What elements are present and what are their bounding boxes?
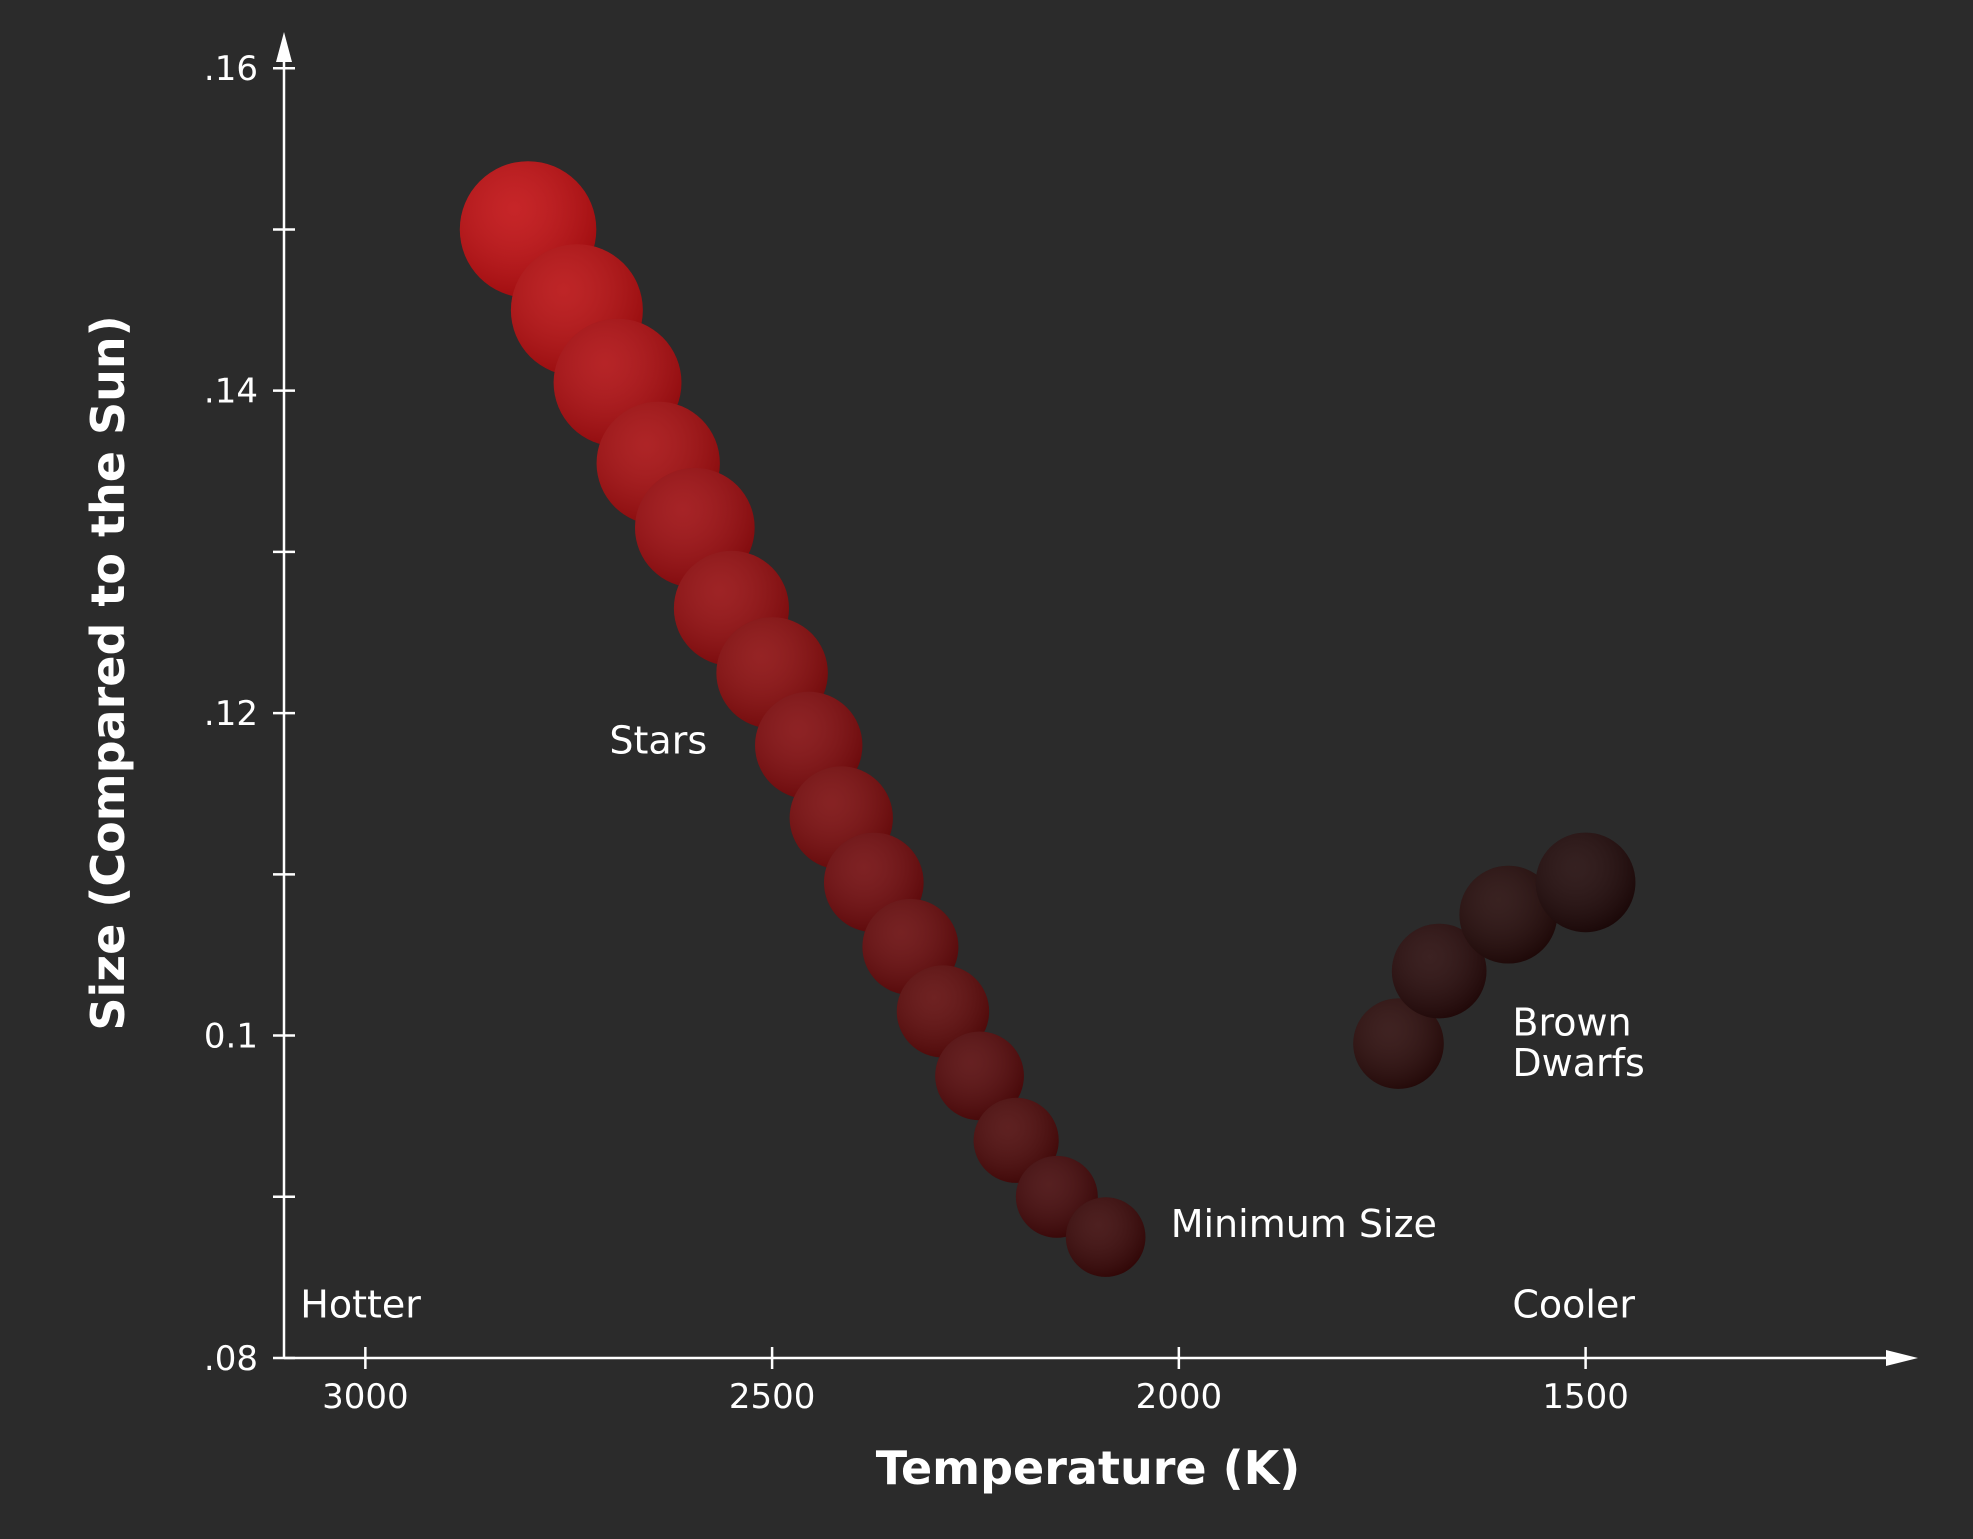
brown-dwarfs-label-line1: Brown [1512, 1001, 1631, 1045]
y-ticks: .08 0.1 .12 .14 .16 [204, 49, 295, 1379]
brown-dwarfs-series [1353, 832, 1636, 1089]
axes [276, 32, 1918, 1366]
brown-dwarfs-label-line2: Dwarfs [1512, 1041, 1644, 1085]
y-tick-label: .12 [204, 694, 258, 734]
stars-series [459, 161, 1146, 1277]
data-point-shading [1353, 998, 1444, 1089]
x-axis-arrow [1886, 1350, 1918, 1366]
y-tick-label: .14 [204, 372, 258, 412]
y-axis-title: Size (Compared to the Sun) [81, 315, 135, 1030]
x-axis-title: Temperature (K) [876, 1441, 1301, 1495]
hotter-label: Hotter [300, 1283, 421, 1327]
y-tick-label: 0.1 [204, 1017, 258, 1057]
y-tick-label: .16 [204, 49, 258, 89]
y-tick-label: .08 [204, 1339, 258, 1379]
x-tick-label: 1500 [1542, 1377, 1629, 1417]
cooler-label: Cooler [1512, 1283, 1635, 1327]
stars-label: Stars [609, 718, 707, 762]
data-point-shading [1391, 923, 1487, 1019]
data-point-shading [935, 1031, 1024, 1121]
y-axis-arrow [276, 32, 292, 62]
x-tick-label: 2500 [729, 1377, 816, 1417]
annotations: Stars Minimum Size Brown Dwarfs Hotter C… [300, 718, 1645, 1326]
data-point-shading [1535, 832, 1636, 933]
data-point-shading [1065, 1197, 1146, 1277]
minimum-size-label: Minimum Size [1171, 1202, 1437, 1246]
x-tick-label: 2000 [1136, 1377, 1223, 1417]
x-ticks: 3000 2500 2000 1500 [322, 1347, 1629, 1417]
data-point-shading [1459, 865, 1558, 964]
x-tick-label: 3000 [322, 1377, 409, 1417]
data-points [459, 161, 1636, 1277]
